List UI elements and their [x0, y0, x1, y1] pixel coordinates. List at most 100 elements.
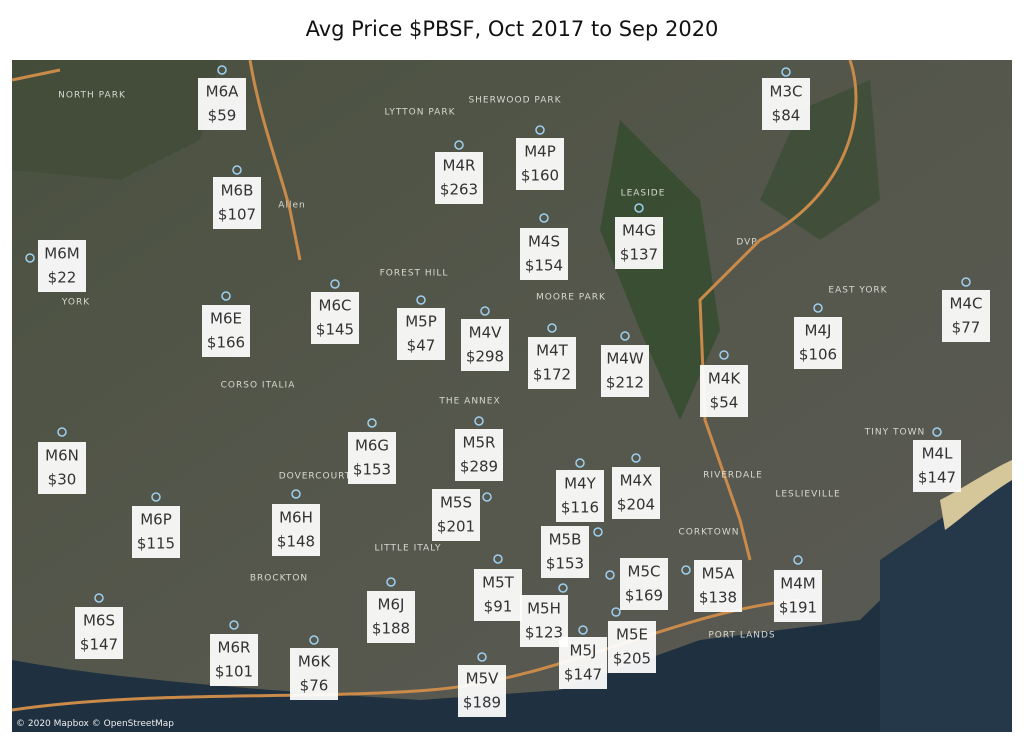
region-pin [719, 350, 729, 360]
region-price: $47 [407, 337, 436, 355]
region-label: M5B $153 [541, 526, 603, 578]
label-box [132, 506, 180, 558]
place-name: BROCKTON [250, 574, 308, 584]
place-name: LYTTON PARK [385, 108, 456, 118]
place-name: LESLIEVILLE [775, 490, 840, 500]
place-name: RIVERDALE [703, 471, 763, 481]
region-price: $77 [952, 319, 981, 337]
region-code: M6K [298, 653, 331, 671]
region-code: M5H [527, 600, 561, 618]
region-label: M5E $205 [608, 607, 656, 673]
label-box [541, 526, 589, 578]
region-code: M4S [528, 233, 560, 251]
region-label: M5P$47 [397, 295, 445, 360]
region-code: M6A [206, 83, 239, 101]
region-price: $116 [561, 499, 599, 517]
region-pin [547, 323, 557, 333]
region-code: M4M [780, 575, 815, 593]
region-price: $166 [207, 334, 245, 352]
place-name: LEASIDE [621, 189, 666, 199]
region-label: M6A$59 [198, 65, 246, 130]
place-name: SHERWOOD PARK [468, 96, 561, 106]
region-code: M6H [279, 509, 313, 527]
label-box [556, 470, 604, 522]
region-price: $59 [208, 107, 237, 125]
label-box [455, 429, 503, 481]
region-code: M4T [536, 342, 568, 360]
region-label: M6R $101 [210, 620, 258, 686]
label-box [198, 78, 246, 130]
region-pin [416, 295, 426, 305]
region-label: M4C$77 [942, 277, 990, 342]
region-pin [232, 165, 242, 175]
place-name: FOREST HILL [380, 269, 449, 279]
region-code: M6C [319, 297, 352, 315]
region-price: $153 [546, 555, 584, 573]
region-price: $107 [218, 206, 256, 224]
region-pin [94, 593, 104, 603]
region-price: $188 [372, 620, 410, 638]
region-label: M4T $172 [528, 323, 576, 389]
region-code: M3C [770, 83, 803, 101]
region-price: $201 [437, 518, 475, 536]
place-name: LITTLE ITALY [375, 544, 442, 554]
label-box [38, 442, 86, 494]
region-label: M6J $188 [367, 577, 415, 643]
place-name: DOVERCOURT [279, 472, 352, 482]
region-code: M6E [210, 310, 242, 328]
label-box [38, 240, 86, 292]
region-code: M4V [469, 324, 502, 342]
region-label: M6P $115 [132, 492, 180, 558]
map-title: Avg Price $PBSF, Oct 2017 to Sep 2020 [306, 17, 719, 41]
region-label: M4G $137 [615, 203, 663, 269]
label-box [435, 152, 483, 204]
region-label: M5T$91 [474, 554, 522, 621]
region-label: M4J $106 [794, 303, 842, 369]
region-pin [217, 65, 227, 75]
place-name: CORSO ITALIA [221, 381, 296, 391]
region-price: $189 [463, 694, 501, 712]
label-box [311, 292, 359, 344]
region-code: M5V [466, 670, 499, 688]
region-pin [813, 303, 823, 313]
region-pin [631, 453, 641, 463]
region-price: $76 [300, 677, 329, 695]
region-pin [151, 492, 161, 502]
region-code: M5A [702, 565, 735, 583]
region-label: M6K$76 [290, 635, 338, 700]
place-name: TINY TOWN [864, 428, 925, 438]
place-name: EAST YORK [828, 286, 887, 296]
region-code: M5E [616, 626, 648, 644]
region-price: $115 [137, 535, 175, 553]
region-label: M6E $166 [202, 291, 250, 357]
attribution: © 2020 Mapbox © OpenStreetMap [16, 719, 174, 729]
region-label: M6B $107 [213, 165, 261, 229]
region-label: M5A $138 [681, 560, 742, 612]
label-box [348, 432, 396, 484]
region-code: M4P [524, 143, 556, 161]
region-code: M5S [440, 494, 472, 512]
region-pin [309, 635, 319, 645]
label-box [612, 467, 660, 519]
region-pin [593, 527, 603, 537]
region-price: $22 [48, 269, 77, 287]
region-pin [386, 577, 396, 587]
label-box [694, 560, 742, 612]
label-box [272, 504, 320, 556]
region-pin [57, 427, 67, 437]
region-label: M4V $298 [461, 306, 509, 371]
region-pin [454, 140, 464, 150]
region-code: M6B [221, 182, 254, 200]
region-price: $298 [466, 348, 504, 366]
region-pin [558, 583, 568, 593]
region-pin [781, 67, 791, 77]
region-code: M4W [606, 350, 643, 368]
region-code: M4C [950, 295, 983, 313]
region-code: M5J [570, 642, 597, 660]
region-pin [221, 291, 231, 301]
region-price: $123 [525, 624, 563, 642]
basemap: NORTH PARK LYTTON PARK SHERWOOD PARK LEASID… [11, 59, 1012, 732]
region-label: M5V $189 [458, 652, 506, 717]
region-pin [578, 625, 588, 635]
region-pin [620, 331, 630, 341]
